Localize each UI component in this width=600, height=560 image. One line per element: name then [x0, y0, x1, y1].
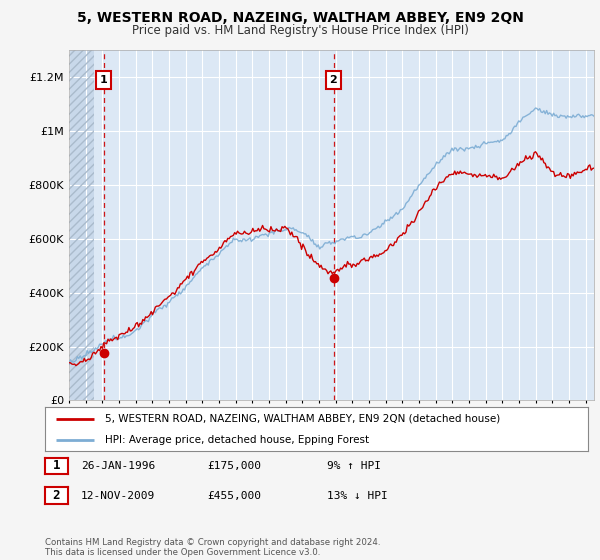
- Text: 1: 1: [53, 459, 60, 473]
- Text: 13% ↓ HPI: 13% ↓ HPI: [327, 491, 388, 501]
- Text: 12-NOV-2009: 12-NOV-2009: [81, 491, 155, 501]
- Text: 1: 1: [100, 75, 107, 85]
- Text: £175,000: £175,000: [207, 461, 261, 471]
- Text: £455,000: £455,000: [207, 491, 261, 501]
- Text: 2: 2: [329, 75, 337, 85]
- Text: 26-JAN-1996: 26-JAN-1996: [81, 461, 155, 471]
- Text: HPI: Average price, detached house, Epping Forest: HPI: Average price, detached house, Eppi…: [105, 435, 369, 445]
- Text: Price paid vs. HM Land Registry's House Price Index (HPI): Price paid vs. HM Land Registry's House …: [131, 24, 469, 37]
- Bar: [69, 50, 94, 400]
- Text: 5, WESTERN ROAD, NAZEING, WALTHAM ABBEY, EN9 2QN: 5, WESTERN ROAD, NAZEING, WALTHAM ABBEY,…: [77, 11, 523, 25]
- Text: 2: 2: [53, 489, 60, 502]
- Bar: [69, 50, 94, 400]
- Text: 9% ↑ HPI: 9% ↑ HPI: [327, 461, 381, 471]
- Text: Contains HM Land Registry data © Crown copyright and database right 2024.
This d: Contains HM Land Registry data © Crown c…: [45, 538, 380, 557]
- Text: 5, WESTERN ROAD, NAZEING, WALTHAM ABBEY, EN9 2QN (detached house): 5, WESTERN ROAD, NAZEING, WALTHAM ABBEY,…: [105, 414, 500, 424]
